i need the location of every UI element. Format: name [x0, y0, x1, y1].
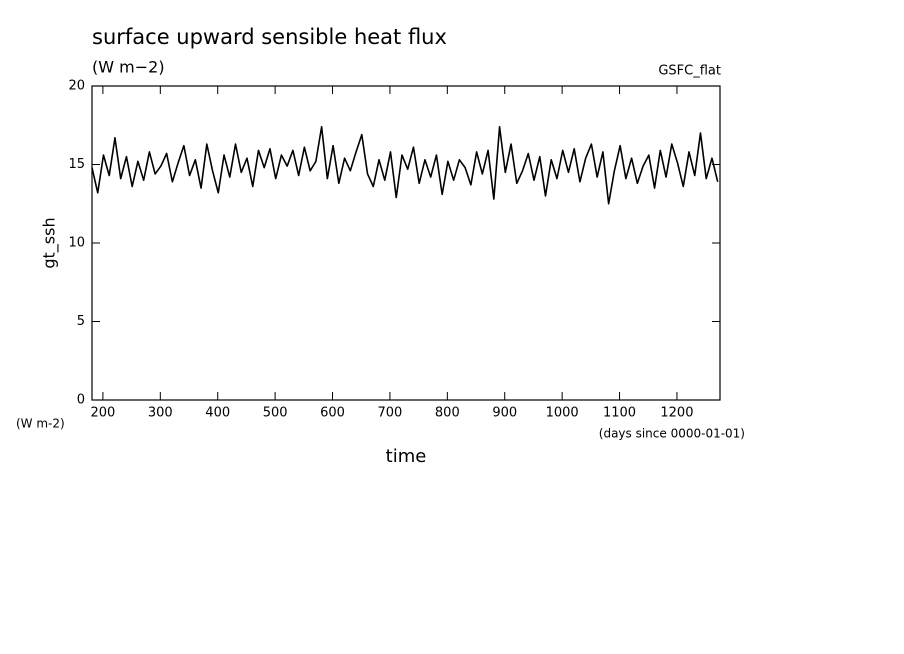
x-tick-label: 400	[205, 406, 230, 421]
x-tick-label: 300	[148, 406, 173, 421]
y-tick-label: 10	[68, 236, 85, 251]
data-line	[91, 126, 719, 205]
source-label: GSFC_flat	[658, 64, 721, 79]
chart-title: surface upward sensible heat flux	[92, 25, 447, 49]
x-tick-label: 900	[492, 406, 517, 421]
x-tick-label: 1000	[546, 406, 579, 421]
x-tick-label: 1100	[603, 406, 636, 421]
x-tick-label: 500	[263, 406, 288, 421]
x-tick-label: 1200	[660, 406, 693, 421]
x-units: (days since 0000-01-01)	[599, 427, 745, 441]
x-tick-label: 700	[378, 406, 403, 421]
y-tick-label: 0	[77, 393, 85, 408]
x-tick-label: 200	[90, 406, 115, 421]
y-tick-label: 20	[68, 79, 85, 94]
chart-subtitle: (W m−2)	[92, 58, 165, 77]
y-axis-title: gt_ssh	[40, 217, 60, 268]
x-tick-label: 600	[320, 406, 345, 421]
y-units: (W m-2)	[16, 417, 65, 431]
x-axis-title: time	[386, 446, 427, 467]
x-tick-label: 800	[435, 406, 460, 421]
y-tick-label: 15	[68, 157, 85, 172]
y-tick-label: 5	[77, 314, 85, 329]
